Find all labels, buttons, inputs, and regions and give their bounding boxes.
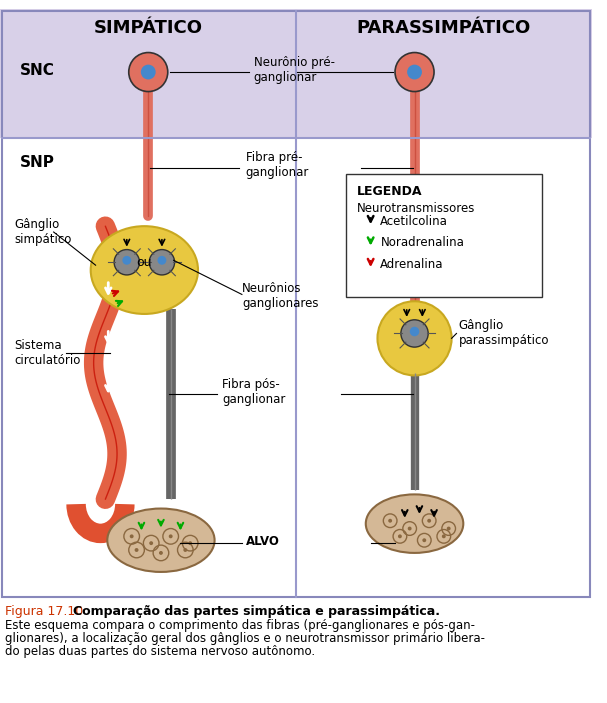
Circle shape	[114, 250, 140, 275]
Ellipse shape	[107, 508, 215, 572]
Text: Adrenalina: Adrenalina	[381, 258, 444, 271]
Text: SNP: SNP	[19, 155, 55, 170]
Circle shape	[123, 256, 131, 265]
Text: Fibra pós-
ganglionar: Fibra pós- ganglionar	[222, 378, 286, 406]
FancyBboxPatch shape	[346, 174, 542, 297]
Text: Fibra pré-
ganglionar: Fibra pré- ganglionar	[246, 150, 309, 179]
Text: SIMPÁTICO: SIMPÁTICO	[93, 20, 203, 37]
Text: Neurônios
ganglionares: Neurônios ganglionares	[242, 283, 319, 311]
Text: Este esquema compara o comprimento das fibras (pré-ganglionares e pós-gan-: Este esquema compara o comprimento das f…	[5, 619, 475, 632]
Text: Neurônio pré-
ganglionar: Neurônio pré- ganglionar	[254, 56, 334, 84]
Ellipse shape	[90, 226, 198, 314]
Text: Gânglio
simpático: Gânglio simpático	[15, 218, 72, 246]
Circle shape	[407, 65, 422, 79]
Circle shape	[398, 534, 402, 538]
Circle shape	[408, 527, 412, 531]
Circle shape	[422, 538, 426, 542]
Circle shape	[401, 320, 428, 347]
Circle shape	[427, 519, 431, 522]
Circle shape	[130, 534, 134, 538]
FancyBboxPatch shape	[0, 138, 592, 597]
Circle shape	[447, 527, 450, 531]
Circle shape	[129, 53, 168, 91]
Text: do pelas duas partes do sistema nervoso autônomo.: do pelas duas partes do sistema nervoso …	[5, 645, 315, 657]
Circle shape	[188, 541, 192, 545]
FancyBboxPatch shape	[0, 597, 592, 695]
Text: Sistema
circulatório: Sistema circulatório	[15, 339, 81, 367]
Text: SNC: SNC	[19, 63, 55, 77]
Circle shape	[149, 250, 175, 275]
Circle shape	[410, 327, 419, 336]
Circle shape	[157, 256, 166, 265]
Text: ou: ou	[137, 256, 152, 269]
Circle shape	[159, 551, 163, 555]
Text: Acetilcolina: Acetilcolina	[381, 215, 449, 228]
Text: LEGENDA: LEGENDA	[357, 185, 422, 198]
Circle shape	[141, 65, 155, 79]
FancyBboxPatch shape	[0, 8, 592, 138]
Ellipse shape	[366, 494, 463, 553]
Text: Neurotransmissores: Neurotransmissores	[357, 202, 475, 215]
Text: Comparação das partes simpática e parassimpática.: Comparação das partes simpática e parass…	[73, 605, 440, 618]
Circle shape	[395, 53, 434, 91]
Text: ALVO: ALVO	[246, 535, 280, 548]
Circle shape	[378, 302, 452, 375]
Text: PARASSIMPÁTICO: PARASSIMPÁTICO	[357, 20, 531, 37]
Text: Figura 17.10: Figura 17.10	[5, 605, 83, 618]
Text: Gânglio
parassimpático: Gânglio parassimpático	[458, 319, 549, 347]
Circle shape	[169, 534, 172, 538]
Text: Noradrenalina: Noradrenalina	[381, 236, 464, 250]
Circle shape	[183, 548, 188, 552]
Circle shape	[388, 519, 392, 522]
Circle shape	[442, 534, 446, 538]
Circle shape	[149, 541, 153, 545]
Circle shape	[135, 548, 138, 552]
Text: glionares), a localização geral dos gânglios e o neurotransmissor primário liber: glionares), a localização geral dos gâng…	[5, 632, 485, 645]
